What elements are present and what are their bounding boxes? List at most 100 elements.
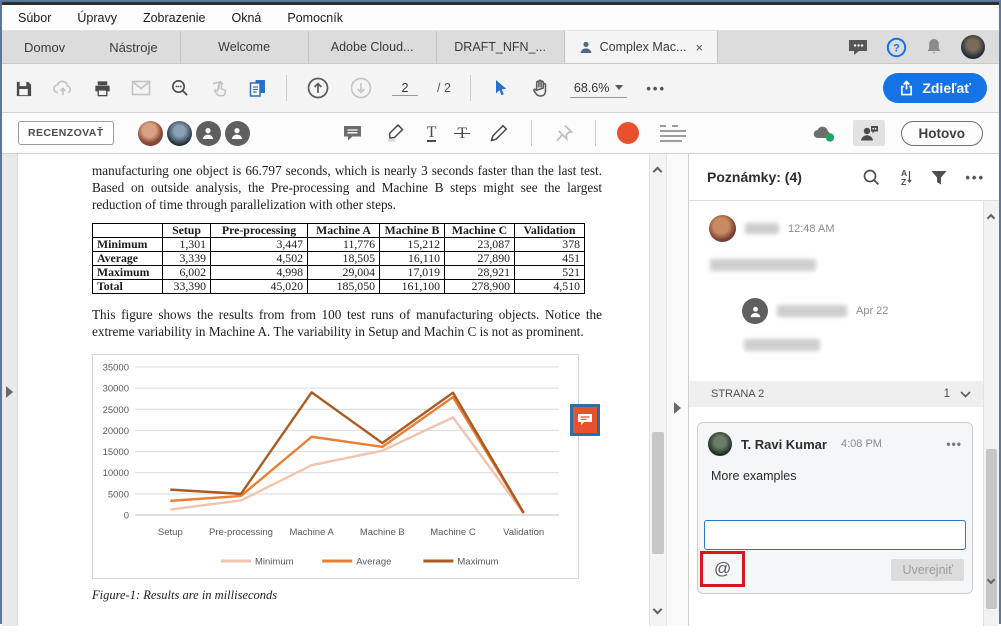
chat-feedback-icon[interactable] [847, 38, 869, 57]
strikethrough-tool-icon[interactable]: T [454, 124, 470, 142]
panel-more-options[interactable]: ••• [965, 169, 985, 185]
search-icon[interactable] [862, 168, 881, 187]
svg-text:Machine A: Machine A [289, 527, 334, 538]
panel-scrollbar[interactable] [983, 201, 999, 626]
share-button[interactable]: Zdieľať [883, 73, 987, 103]
pin-tool-icon[interactable] [553, 123, 574, 144]
table-cell: 1,301 [162, 237, 211, 252]
page-total-label: / 2 [437, 81, 451, 95]
shape-circle-tool-icon[interactable] [617, 122, 640, 144]
review-button[interactable]: RECENZOVAŤ [18, 121, 114, 145]
zoom-level-dropdown[interactable]: 68.6% [569, 79, 628, 98]
table-cell: 6,002 [162, 265, 211, 280]
email-icon[interactable] [131, 80, 151, 96]
tab-welcome[interactable]: Welcome [179, 31, 308, 63]
toolbar-divider [595, 120, 597, 146]
page-down-icon[interactable] [349, 76, 373, 100]
scroll-down-icon[interactable] [652, 600, 663, 618]
copy-pages-icon[interactable] [248, 78, 267, 98]
reviewer-avatar[interactable] [137, 120, 163, 146]
people-comments-toggle[interactable] [852, 120, 885, 146]
cloud-synced-icon[interactable] [811, 123, 837, 143]
scroll-down-icon[interactable] [986, 570, 996, 588]
menu-view[interactable]: Zobrazenie [142, 10, 206, 25]
svg-text:Machine C: Machine C [430, 527, 476, 538]
reviewer-avatar-generic[interactable] [195, 120, 221, 146]
tab-adobe-cloud[interactable]: Adobe Cloud... [307, 31, 436, 63]
table-cell: 11,776 [307, 237, 380, 252]
menu-file[interactable]: Súbor [18, 10, 52, 25]
sticky-note-tool-icon[interactable] [342, 124, 363, 143]
page-number-input[interactable] [392, 80, 418, 96]
generic-avatar [742, 298, 768, 324]
filter-icon[interactable] [930, 169, 948, 186]
table-cell: 378 [514, 237, 585, 252]
save-icon[interactable] [14, 79, 33, 98]
table-cell: 185,050 [307, 279, 380, 294]
touch-scroll-icon[interactable] [209, 78, 229, 98]
svg-text:A: A [901, 168, 907, 178]
reviewer-avatar-generic[interactable] [224, 120, 250, 146]
panel-expand-handle[interactable] [674, 402, 681, 414]
print-icon[interactable] [93, 79, 112, 98]
menu-window[interactable]: Okná [231, 10, 262, 25]
tab-draft-nfn[interactable]: DRAFT_NFN_... [435, 31, 564, 63]
done-button[interactable]: Hotovo [900, 120, 983, 146]
scrollbar-thumb[interactable] [652, 432, 664, 554]
redacted-reply-text [744, 339, 820, 351]
tab-domov[interactable]: Domov [24, 39, 66, 55]
table-cell: 28,921 [444, 265, 515, 280]
chevron-down-icon [615, 85, 624, 90]
mention-at-button[interactable]: @ [714, 559, 732, 578]
table-header-cell: Pre-processing [210, 223, 308, 238]
table-cell: 278,900 [444, 279, 515, 294]
insert-text-tool-icon[interactable]: T [426, 123, 437, 142]
window-top-edge [2, 2, 999, 5]
help-icon[interactable]: ? [886, 37, 907, 58]
tab-nastroje[interactable]: Nástroje [109, 39, 158, 55]
more-tools-button[interactable]: ••• [646, 80, 667, 96]
search-zoom-icon[interactable] [170, 78, 190, 98]
left-panel-strip [2, 154, 18, 626]
panel-collapse-strip [666, 154, 688, 626]
toolbar-divider [531, 120, 533, 146]
comment-annotation-icon[interactable] [570, 404, 600, 436]
doc-table-body: Minimum 1,301 3,447 11,776 15,212 23,087 378 Av… [92, 237, 585, 294]
bell-icon[interactable] [924, 37, 944, 57]
post-button[interactable]: Uverejniť [891, 559, 964, 581]
reply-input[interactable] [704, 520, 966, 550]
doc-line-chart: 0 5000 10000 15000 20000 25000 30000 35000 Setup… [92, 354, 579, 579]
page-up-icon[interactable] [306, 76, 330, 100]
left-panel-expand-handle[interactable] [6, 386, 13, 398]
hand-tool-icon[interactable] [529, 77, 551, 99]
tab-complex-active[interactable]: Complex Mac... × [563, 31, 719, 63]
svg-text:Minimum: Minimum [255, 557, 294, 568]
comment-options-button[interactable]: ••• [946, 437, 962, 451]
page-section-bar[interactable]: STRANA 2 1 [689, 381, 983, 407]
document-scrollbar[interactable] [649, 154, 666, 626]
highlighter-tool-icon[interactable] [384, 122, 406, 144]
svg-text:5000: 5000 [108, 489, 129, 500]
comment-timestamp: 12:48 AM [788, 222, 835, 235]
cloud-upload-icon[interactable] [52, 79, 74, 97]
comment-item[interactable]: 12:48 AM [709, 215, 983, 276]
comment-list-icon[interactable] [660, 122, 687, 145]
svg-text:Pre-processing: Pre-processing [209, 527, 273, 538]
menu-help[interactable]: Pomocník [287, 10, 343, 25]
reviewer-avatar[interactable] [166, 120, 192, 146]
scrollbar-thumb[interactable] [986, 449, 997, 609]
comment-reply-item[interactable]: Apr 22 [742, 298, 983, 356]
active-comment-card[interactable]: T. Ravi Kumar 4:08 PM ••• More examples … [697, 422, 973, 594]
table-row: Minimum 1,301 3,447 11,776 15,212 23,087 378 [92, 237, 585, 252]
menu-edit[interactable]: Úpravy [77, 10, 117, 25]
scroll-up-icon[interactable] [652, 162, 663, 180]
close-icon[interactable]: × [695, 39, 704, 55]
user-avatar[interactable] [961, 35, 985, 59]
pencil-tool-icon[interactable] [488, 122, 510, 144]
select-tool-icon[interactable] [490, 78, 510, 99]
svg-text:Machine B: Machine B [360, 527, 405, 538]
table-cell: 18,505 [307, 251, 380, 266]
table-cell: 45,020 [210, 279, 308, 294]
scroll-up-icon[interactable] [986, 208, 996, 226]
